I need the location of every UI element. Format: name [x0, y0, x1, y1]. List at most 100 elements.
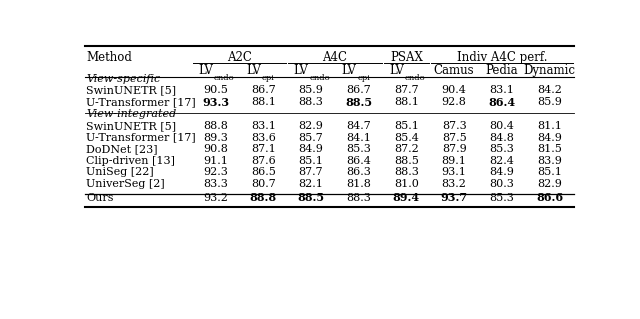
Text: endo: endo	[310, 74, 330, 82]
Text: SwinUNETR [5]: SwinUNETR [5]	[86, 121, 176, 131]
Text: 86.5: 86.5	[251, 167, 276, 177]
Text: 92.3: 92.3	[203, 167, 228, 177]
Text: 87.7: 87.7	[394, 85, 419, 95]
Text: 85.7: 85.7	[299, 133, 323, 143]
Text: 93.1: 93.1	[442, 167, 467, 177]
Text: 81.0: 81.0	[394, 179, 419, 189]
Text: UniSeg [22]: UniSeg [22]	[86, 167, 154, 177]
Text: 84.9: 84.9	[298, 144, 323, 154]
Text: 85.9: 85.9	[537, 97, 562, 107]
Text: LV: LV	[389, 64, 404, 77]
Text: 85.1: 85.1	[298, 156, 323, 166]
Text: SwinUNETR [5]: SwinUNETR [5]	[86, 85, 176, 95]
Text: 86.6: 86.6	[536, 192, 563, 203]
Text: 86.4: 86.4	[346, 156, 371, 166]
Text: A2C: A2C	[227, 51, 252, 64]
Text: 81.1: 81.1	[537, 121, 562, 131]
Text: 84.9: 84.9	[537, 133, 562, 143]
Text: 92.8: 92.8	[442, 97, 467, 107]
Text: 90.5: 90.5	[203, 85, 228, 95]
Text: View-integrated: View-integrated	[86, 109, 176, 119]
Text: 80.4: 80.4	[490, 121, 515, 131]
Text: 83.6: 83.6	[251, 133, 276, 143]
Text: U-Transformer [17]: U-Transformer [17]	[86, 133, 196, 143]
Text: 81.5: 81.5	[537, 144, 562, 154]
Text: 83.9: 83.9	[537, 156, 562, 166]
Text: 88.5: 88.5	[345, 97, 372, 108]
Text: LV: LV	[341, 64, 356, 77]
Text: 88.1: 88.1	[251, 97, 276, 107]
Text: 81.8: 81.8	[346, 179, 371, 189]
Text: 88.5: 88.5	[394, 156, 419, 166]
Text: U-Transformer [17]: U-Transformer [17]	[86, 97, 196, 107]
Text: 87.9: 87.9	[442, 144, 467, 154]
Text: Dynamic: Dynamic	[524, 64, 575, 77]
Text: 87.6: 87.6	[251, 156, 276, 166]
Text: 82.9: 82.9	[537, 179, 562, 189]
Text: 90.8: 90.8	[203, 144, 228, 154]
Text: LV: LV	[294, 64, 308, 77]
Text: 82.4: 82.4	[490, 156, 515, 166]
Text: 82.9: 82.9	[298, 121, 323, 131]
Text: 85.1: 85.1	[394, 121, 419, 131]
Text: Method: Method	[86, 51, 132, 64]
Text: 87.7: 87.7	[299, 167, 323, 177]
Text: 86.7: 86.7	[251, 85, 276, 95]
Text: 84.9: 84.9	[490, 167, 515, 177]
Text: 85.3: 85.3	[346, 144, 371, 154]
Text: Pedia: Pedia	[486, 64, 518, 77]
Text: 85.4: 85.4	[394, 133, 419, 143]
Text: 89.3: 89.3	[203, 133, 228, 143]
Text: 82.1: 82.1	[298, 179, 323, 189]
Text: epi: epi	[262, 74, 275, 82]
Text: 90.4: 90.4	[442, 85, 467, 95]
Text: Indiv A4C perf.: Indiv A4C perf.	[457, 51, 547, 64]
Text: 86.3: 86.3	[346, 167, 371, 177]
Text: 80.7: 80.7	[251, 179, 276, 189]
Text: 91.1: 91.1	[203, 156, 228, 166]
Text: 93.7: 93.7	[440, 192, 468, 203]
Text: 85.3: 85.3	[490, 193, 515, 203]
Text: UniverSeg [2]: UniverSeg [2]	[86, 179, 164, 189]
Text: 88.8: 88.8	[203, 121, 228, 131]
Text: LV: LV	[198, 64, 213, 77]
Text: endo: endo	[405, 74, 426, 82]
Text: 83.2: 83.2	[442, 179, 467, 189]
Text: 89.4: 89.4	[393, 192, 420, 203]
Text: 83.3: 83.3	[203, 179, 228, 189]
Text: 88.3: 88.3	[346, 193, 371, 203]
Text: 83.1: 83.1	[251, 121, 276, 131]
Text: 86.4: 86.4	[488, 97, 515, 108]
Text: LV: LV	[246, 64, 260, 77]
Text: 84.1: 84.1	[346, 133, 371, 143]
Text: 84.7: 84.7	[346, 121, 371, 131]
Text: 85.9: 85.9	[298, 85, 323, 95]
Text: 85.3: 85.3	[490, 144, 515, 154]
Text: 88.3: 88.3	[394, 167, 419, 177]
Text: endo: endo	[214, 74, 235, 82]
Text: 86.7: 86.7	[346, 85, 371, 95]
Text: Camus: Camus	[434, 64, 474, 77]
Text: 89.1: 89.1	[442, 156, 467, 166]
Text: Clip-driven [13]: Clip-driven [13]	[86, 156, 175, 166]
Text: DoDNet [23]: DoDNet [23]	[86, 144, 157, 154]
Text: 87.3: 87.3	[442, 121, 467, 131]
Text: 88.5: 88.5	[298, 192, 324, 203]
Text: 93.3: 93.3	[202, 97, 229, 108]
Text: 88.3: 88.3	[298, 97, 323, 107]
Text: 84.2: 84.2	[537, 85, 562, 95]
Text: 88.1: 88.1	[394, 97, 419, 107]
Text: 87.5: 87.5	[442, 133, 467, 143]
Text: 83.1: 83.1	[490, 85, 515, 95]
Text: 93.2: 93.2	[203, 193, 228, 203]
Text: 84.8: 84.8	[490, 133, 515, 143]
Text: PSAX: PSAX	[390, 51, 423, 64]
Text: 80.3: 80.3	[490, 179, 515, 189]
Text: epi: epi	[357, 74, 370, 82]
Text: 85.1: 85.1	[537, 167, 562, 177]
Text: 88.8: 88.8	[250, 192, 276, 203]
Text: View-specific: View-specific	[86, 74, 160, 84]
Text: A4C: A4C	[323, 51, 348, 64]
Text: 87.2: 87.2	[394, 144, 419, 154]
Text: Ours: Ours	[86, 193, 113, 203]
